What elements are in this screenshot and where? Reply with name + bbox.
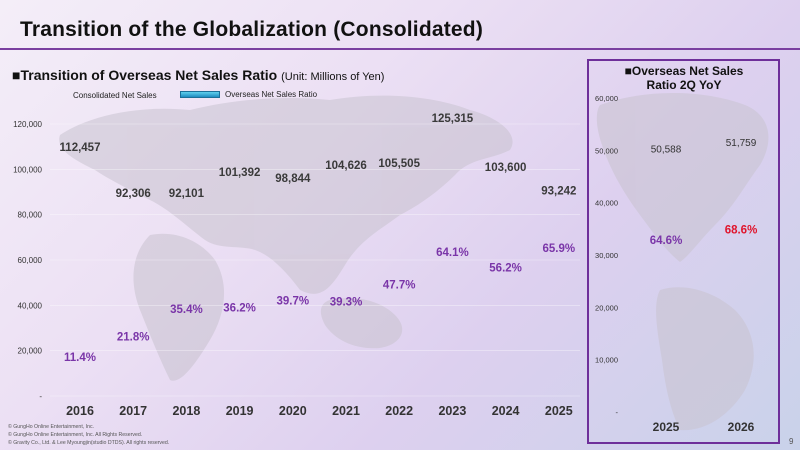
y-tick-label: - bbox=[39, 392, 42, 401]
sales-data-label: 112,457 bbox=[60, 142, 101, 154]
x-tick-label: 2017 bbox=[119, 404, 147, 418]
sales-data-label: 103,600 bbox=[485, 162, 527, 174]
ratio-data-label: 21.8% bbox=[117, 331, 150, 343]
legend-overseas-ratio: Overseas Net Sales Ratio bbox=[180, 90, 317, 99]
sales-data-label: 104,626 bbox=[325, 160, 367, 172]
sales-data-label: 92,101 bbox=[169, 188, 205, 200]
ratio-data-label: 39.7% bbox=[276, 296, 309, 308]
page-number: 9 bbox=[789, 437, 794, 446]
sales-data-label: 51,759 bbox=[726, 138, 757, 149]
y-tick-label: 20,000 bbox=[18, 347, 43, 356]
y-tick-label: 100,000 bbox=[13, 165, 42, 174]
x-tick-label: 2021 bbox=[332, 404, 360, 418]
y-tick-label: 50,000 bbox=[595, 146, 618, 155]
chart-unit: (Unit: Millions of Yen) bbox=[281, 71, 385, 83]
x-tick-label: 2018 bbox=[172, 404, 200, 418]
x-tick-label: 2016 bbox=[66, 404, 94, 418]
ratio-data-label: 36.2% bbox=[223, 303, 256, 315]
ratio-data-label: 35.4% bbox=[170, 304, 203, 316]
ratio-data-label: 65.9% bbox=[542, 243, 575, 255]
yoy-panel-title-line2: Ratio 2Q YoY bbox=[646, 78, 722, 92]
ratio-data-label: 47.7% bbox=[383, 280, 416, 292]
sales-data-label: 50,588 bbox=[651, 144, 682, 155]
y-tick-label: 60,000 bbox=[18, 256, 43, 265]
y-tick-label: 30,000 bbox=[595, 251, 618, 260]
x-tick-label: 2024 bbox=[492, 404, 520, 418]
sales-data-label: 125,315 bbox=[432, 113, 474, 125]
legend-consolidated-net-sales: Consolidated Net Sales bbox=[73, 91, 157, 100]
yoy-panel-title: ■Overseas Net Sales Ratio 2Q YoY bbox=[600, 64, 768, 92]
sales-data-label: 98,844 bbox=[275, 173, 311, 185]
sales-data-label: 101,392 bbox=[219, 167, 261, 179]
yoy-panel-title-line1: ■Overseas Net Sales bbox=[624, 64, 744, 78]
square-bullet-icon: ■ bbox=[12, 67, 21, 83]
title-divider bbox=[0, 48, 800, 50]
x-tick-label: 2022 bbox=[385, 404, 413, 418]
y-tick-label: 20,000 bbox=[595, 303, 618, 312]
chart-subtitle-text: Transition of Overseas Net Sales Ratio bbox=[20, 67, 278, 83]
yoy-panel bbox=[587, 59, 780, 444]
y-tick-label: 120,000 bbox=[13, 120, 42, 129]
ratio-data-label: 11.4% bbox=[64, 352, 96, 364]
y-tick-label: 80,000 bbox=[18, 211, 43, 220]
ratio-data-label: 39.3% bbox=[330, 296, 363, 308]
y-tick-label: 40,000 bbox=[595, 199, 618, 208]
copyright-notice: © GungHo Online Entertainment, Inc. © Gu… bbox=[8, 423, 169, 447]
x-tick-label: 2025 bbox=[545, 404, 573, 418]
copyright-line: © GungHo Online Entertainment, Inc. bbox=[8, 424, 95, 430]
chart-subtitle: ■Transition of Overseas Net Sales Ratio … bbox=[12, 67, 384, 83]
x-tick-label: 2025 bbox=[653, 420, 680, 434]
x-tick-label: 2020 bbox=[279, 404, 307, 418]
copyright-line: © Gravity Co., Ltd. & Lee Myoungjin(stud… bbox=[8, 440, 170, 446]
y-tick-label: 40,000 bbox=[18, 301, 43, 310]
sales-data-label: 93,242 bbox=[541, 186, 576, 198]
sales-data-label: 105,505 bbox=[378, 158, 420, 170]
x-tick-label: 2026 bbox=[728, 420, 755, 434]
ratio-data-label: 56.2% bbox=[489, 263, 522, 275]
y-tick-label: 60,000 bbox=[595, 94, 618, 103]
legend-swatch bbox=[180, 91, 220, 99]
x-tick-label: 2019 bbox=[226, 404, 254, 418]
page-title: Transition of the Globalization (Consoli… bbox=[20, 18, 484, 41]
copyright-line: © GungHo Online Entertainment, Inc. All … bbox=[8, 432, 143, 438]
y-tick-label: - bbox=[616, 408, 619, 417]
ratio-data-label: 64.1% bbox=[436, 247, 469, 259]
sales-data-label: 92,306 bbox=[116, 188, 151, 200]
ratio-data-label: 68.6% bbox=[725, 225, 758, 237]
legend-overseas-ratio-label: Overseas Net Sales Ratio bbox=[225, 90, 318, 99]
x-tick-label: 2023 bbox=[438, 404, 466, 418]
y-tick-label: 10,000 bbox=[595, 356, 618, 365]
ratio-data-label: 64.6% bbox=[650, 235, 683, 247]
